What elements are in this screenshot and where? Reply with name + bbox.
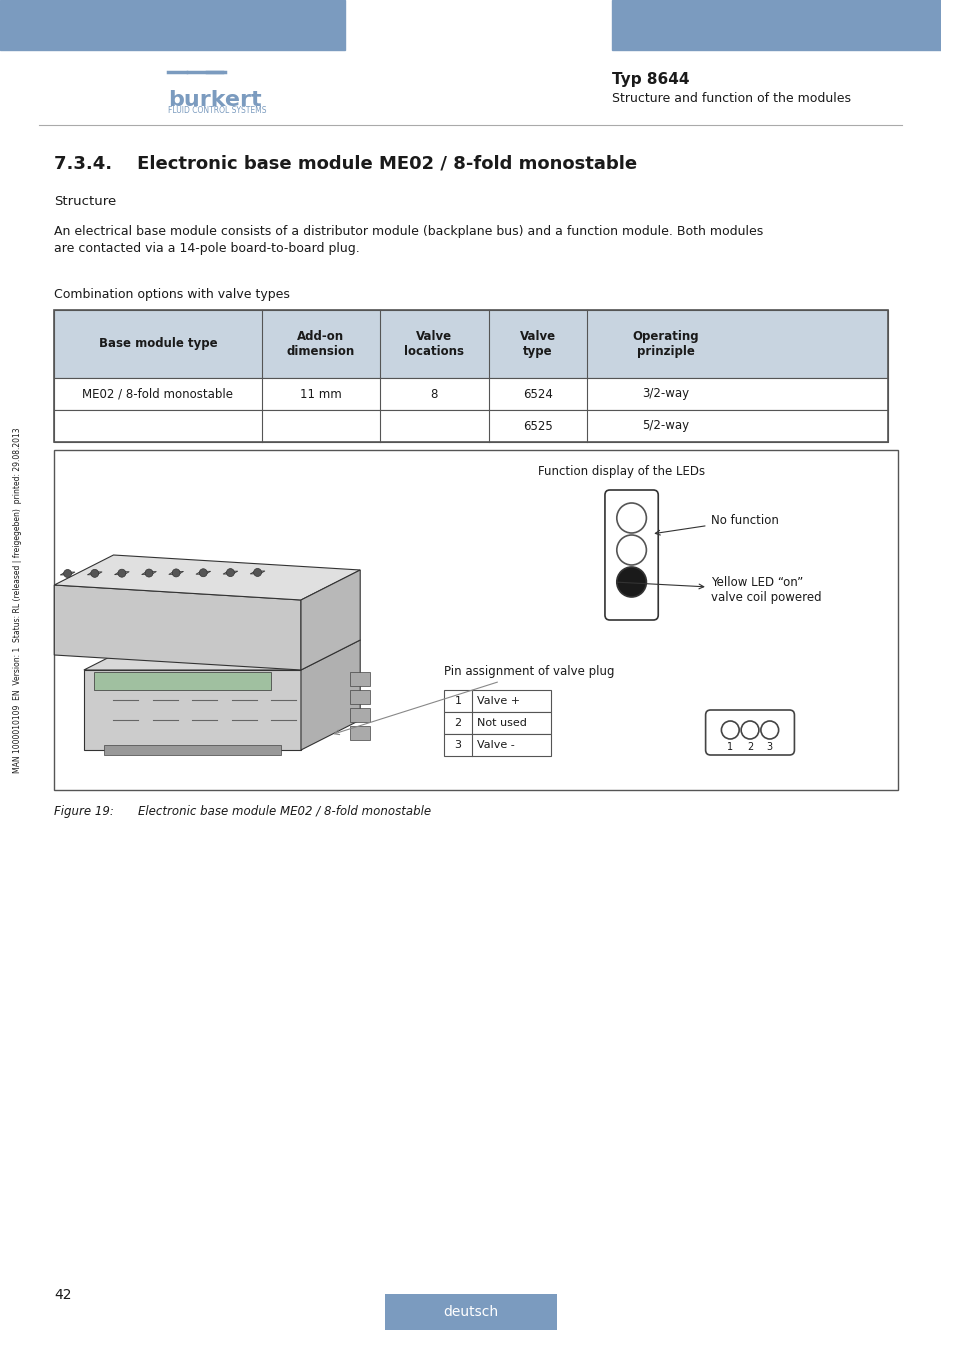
- Text: 2: 2: [454, 718, 461, 728]
- Text: Not used: Not used: [476, 718, 526, 728]
- Polygon shape: [301, 570, 360, 670]
- Bar: [54, 450, 897, 790]
- Bar: [384, 1295, 556, 1330]
- Text: Structure: Structure: [54, 194, 116, 208]
- Circle shape: [118, 570, 126, 578]
- Text: are contacted via a 14-pole board-to-board plug.: are contacted via a 14-pole board-to-boa…: [54, 242, 359, 255]
- Bar: [350, 690, 370, 703]
- Text: Base module type: Base module type: [98, 338, 217, 351]
- Circle shape: [226, 568, 234, 576]
- Text: An electrical base module consists of a distributor module (backplane bus) and a: An electrical base module consists of a …: [54, 225, 762, 238]
- Text: 6525: 6525: [522, 420, 552, 432]
- Polygon shape: [88, 572, 102, 575]
- Circle shape: [172, 568, 180, 576]
- Text: 8: 8: [430, 387, 437, 401]
- Bar: [54, 378, 887, 410]
- Polygon shape: [84, 640, 360, 670]
- Text: Add-on
dimension: Add-on dimension: [286, 329, 355, 358]
- Text: 42: 42: [54, 1288, 71, 1301]
- Text: Electronic base module ME02 / 8-fold monostable: Electronic base module ME02 / 8-fold mon…: [138, 805, 431, 818]
- Bar: [54, 410, 887, 441]
- Circle shape: [740, 721, 758, 738]
- Text: Typ 8644: Typ 8644: [611, 72, 689, 86]
- Text: No function: No function: [655, 513, 778, 535]
- Text: burkert: burkert: [168, 90, 261, 109]
- Circle shape: [91, 570, 98, 578]
- Polygon shape: [54, 585, 301, 670]
- Polygon shape: [223, 571, 237, 574]
- Bar: [444, 711, 550, 734]
- Text: Structure and function of the modules: Structure and function of the modules: [611, 92, 850, 105]
- Circle shape: [64, 570, 71, 578]
- Text: 6524: 6524: [522, 387, 552, 401]
- Text: FLUID CONTROL SYSTEMS: FLUID CONTROL SYSTEMS: [168, 107, 266, 115]
- Bar: [350, 707, 370, 722]
- Text: Combination options with valve types: Combination options with valve types: [54, 288, 290, 301]
- Text: 1: 1: [726, 743, 733, 752]
- Text: 3/2-way: 3/2-way: [642, 387, 689, 401]
- Circle shape: [617, 535, 646, 566]
- Polygon shape: [301, 640, 360, 751]
- Circle shape: [617, 504, 646, 533]
- Text: 5/2-way: 5/2-way: [642, 420, 689, 432]
- Text: Pin assignment of valve plug: Pin assignment of valve plug: [335, 666, 614, 734]
- Bar: [611, 0, 941, 50]
- FancyBboxPatch shape: [604, 490, 658, 620]
- Text: Valve
type: Valve type: [519, 329, 556, 358]
- Bar: [54, 310, 887, 441]
- Circle shape: [145, 570, 152, 576]
- Bar: [54, 310, 887, 378]
- Polygon shape: [84, 670, 301, 751]
- Text: Yellow LED “on”
valve coil powered: Yellow LED “on” valve coil powered: [616, 576, 821, 603]
- Circle shape: [199, 568, 207, 576]
- Text: Figure 19:: Figure 19:: [54, 805, 114, 818]
- Bar: [0, 0, 345, 50]
- Text: deutsch: deutsch: [443, 1305, 497, 1319]
- Polygon shape: [250, 571, 265, 574]
- Text: 2: 2: [746, 743, 752, 752]
- Text: 11 mm: 11 mm: [299, 387, 341, 401]
- Circle shape: [720, 721, 739, 738]
- Text: MAN 1000010109  EN  Version: 1  Status: RL (released | freigegeben)  printed: 29: MAN 1000010109 EN Version: 1 Status: RL …: [13, 427, 22, 772]
- Text: Operating
prinziple: Operating prinziple: [632, 329, 699, 358]
- Text: 7.3.4.    Electronic base module ME02 / 8-fold monostable: 7.3.4. Electronic base module ME02 / 8-f…: [54, 155, 637, 173]
- Circle shape: [617, 567, 646, 597]
- Circle shape: [760, 721, 778, 738]
- Bar: [444, 690, 550, 711]
- Bar: [444, 734, 550, 756]
- Text: 3: 3: [454, 740, 461, 751]
- Text: Valve +: Valve +: [476, 697, 519, 706]
- Text: Valve
locations: Valve locations: [404, 329, 464, 358]
- Text: Valve -: Valve -: [476, 740, 514, 751]
- Polygon shape: [104, 745, 281, 755]
- Bar: [93, 672, 271, 690]
- Polygon shape: [114, 571, 130, 575]
- Polygon shape: [195, 571, 211, 574]
- Text: 1: 1: [454, 697, 461, 706]
- Polygon shape: [60, 572, 75, 575]
- Bar: [350, 726, 370, 740]
- Polygon shape: [54, 555, 360, 599]
- Text: ME02 / 8-fold monostable: ME02 / 8-fold monostable: [82, 387, 233, 401]
- Text: 3: 3: [766, 743, 772, 752]
- FancyBboxPatch shape: [705, 710, 794, 755]
- Text: Function display of the LEDs: Function display of the LEDs: [537, 464, 704, 478]
- Polygon shape: [141, 571, 156, 575]
- Bar: [350, 672, 370, 686]
- Polygon shape: [169, 571, 183, 574]
- Circle shape: [253, 568, 261, 576]
